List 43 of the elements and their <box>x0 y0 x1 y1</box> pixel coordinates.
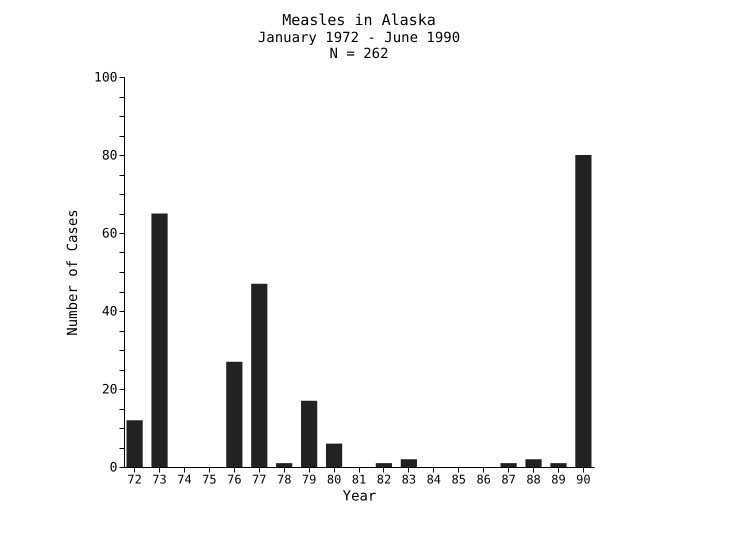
bar <box>326 444 342 467</box>
bar <box>400 459 417 467</box>
y-tick-label: 20 <box>102 382 118 398</box>
x-tick-label: 73 <box>152 472 167 486</box>
bar <box>525 459 542 467</box>
bar <box>301 400 318 467</box>
bar <box>276 463 292 467</box>
x-tick-label: 88 <box>526 472 541 486</box>
bar <box>251 284 268 467</box>
x-tick-label: 81 <box>352 472 366 486</box>
bar <box>376 463 392 467</box>
y-axis-title: Number of Cases <box>65 209 82 336</box>
x-tick-label: 79 <box>302 472 316 486</box>
y-tick-label: 80 <box>102 148 118 164</box>
x-tick-label: 82 <box>376 472 392 486</box>
x-tick-label: 76 <box>227 472 242 486</box>
x-tick-label: 72 <box>127 472 142 486</box>
x-tick-label: 74 <box>177 472 192 486</box>
y-tick-label: 0 <box>110 460 118 476</box>
chart-subtitle: January 1972 - June 1990 <box>258 30 460 46</box>
x-tick-label: 75 <box>202 472 217 486</box>
y-tick-label: 40 <box>102 304 118 320</box>
x-tick-label: 85 <box>452 472 466 486</box>
x-axis-title: Year <box>342 488 376 504</box>
x-tick-label: 87 <box>501 472 516 486</box>
y-tick-label: 100 <box>94 70 118 86</box>
bar <box>126 420 143 467</box>
x-tick-label: 83 <box>402 472 416 486</box>
x-tick-label: 90 <box>576 472 591 486</box>
x-tick-label: 77 <box>252 472 266 486</box>
x-tick-label: 80 <box>326 472 342 486</box>
bar <box>226 362 242 467</box>
chart-title: Measles in Alaska <box>282 11 436 29</box>
x-tick-label: 86 <box>476 472 491 486</box>
bar <box>500 463 517 467</box>
x-tick-label: 78 <box>276 472 292 486</box>
bar <box>575 155 592 467</box>
x-tick-label: 89 <box>551 472 566 486</box>
text: N = 262 <box>329 46 389 62</box>
y-tick-label: 60 <box>102 226 118 242</box>
bar <box>151 214 168 467</box>
x-tick-label: 84 <box>426 472 442 486</box>
bar <box>550 463 567 467</box>
